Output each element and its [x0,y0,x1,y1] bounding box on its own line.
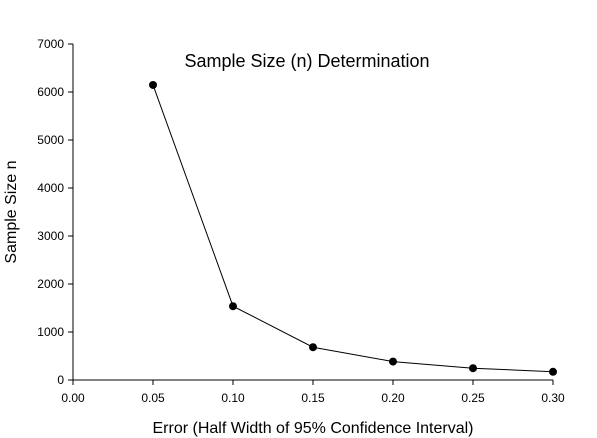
data-point-marker [229,302,237,311]
x-axis-title: Error (Half Width of 95% Confidence Inte… [152,420,473,437]
y-tick-label: 7000 [37,37,64,51]
data-point-marker [469,364,477,373]
x-tick-label: 0.30 [541,391,565,405]
x-tick-label: 0.25 [461,391,485,405]
y-ticks: 0 1000 2000 3000 4000 5000 6000 7000 [37,37,73,387]
data-point-marker [549,367,557,376]
y-tick-label: 2000 [37,277,64,291]
data-point-marker [389,357,397,366]
x-ticks: 0.00 0.05 0.10 0.15 0.20 0.25 0.30 [61,380,565,405]
y-tick-label: 4000 [37,181,64,195]
data-point-marker [149,80,157,89]
y-axis-title: Sample Size n [3,160,20,263]
data-point-marker [309,343,317,352]
x-tick-label: 0.15 [301,391,325,405]
y-tick-label: 0 [57,373,64,387]
y-tick-label: 6000 [37,85,64,99]
x-tick-label: 0.20 [381,391,405,405]
x-tick-label: 0.10 [221,391,245,405]
y-tick-label: 1000 [37,325,64,339]
y-tick-label: 3000 [37,229,64,243]
y-tick-label: 5000 [37,133,64,147]
x-tick-label: 0.05 [141,391,165,405]
chart-title: Sample Size (n) Determination [184,51,429,71]
x-tick-label: 0.00 [61,391,85,405]
series-line [152,84,554,373]
series-markers [149,80,557,376]
